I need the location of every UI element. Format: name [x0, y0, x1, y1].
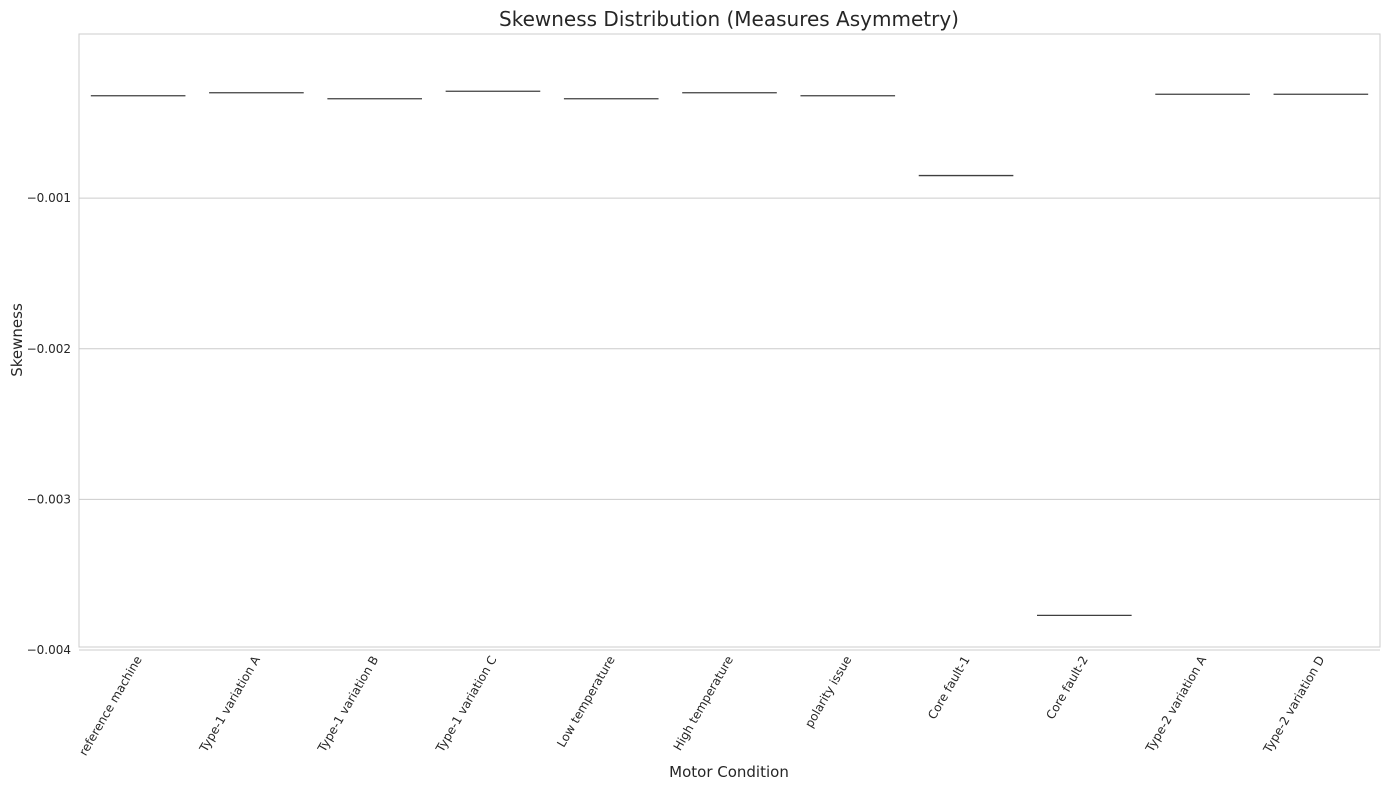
box-marks	[90, 90, 1369, 617]
x-tick-label: Type-1 variation C	[433, 654, 500, 756]
y-tick-labels: −0.001 −0.002 −0.003 −0.004	[27, 191, 71, 657]
x-tick-label: Core fault-2	[1043, 654, 1091, 722]
chart-title: Skewness Distribution (Measures Asymmetr…	[499, 7, 959, 31]
x-axis-label: Motor Condition	[669, 763, 789, 781]
x-tick-label: Core fault-1	[925, 654, 973, 722]
x-tick-label: polarity issue	[802, 654, 854, 731]
x-tick-label: Type-1 variation A	[196, 653, 263, 755]
x-tick-label: reference machine	[76, 654, 144, 759]
x-tick-label: High temperature	[671, 654, 737, 754]
x-tick-label: Low temperature	[554, 654, 618, 750]
grid-lines	[79, 197, 1380, 651]
x-tick-label: Type-2 variation D	[1260, 654, 1327, 757]
x-tick-labels: reference machine Type-1 variation A Type-…	[76, 653, 1327, 758]
y-axis-label: Skewness	[8, 303, 26, 377]
y-tick-label: −0.002	[27, 342, 71, 356]
x-tick-label: Type-2 variation A	[1142, 653, 1209, 755]
y-tick-label: −0.003	[27, 492, 71, 506]
y-tick-label: −0.004	[27, 643, 71, 657]
y-tick-label: −0.001	[27, 191, 71, 205]
plot-frame	[78, 33, 1381, 648]
x-tick-label: Type-1 variation B	[314, 654, 381, 756]
